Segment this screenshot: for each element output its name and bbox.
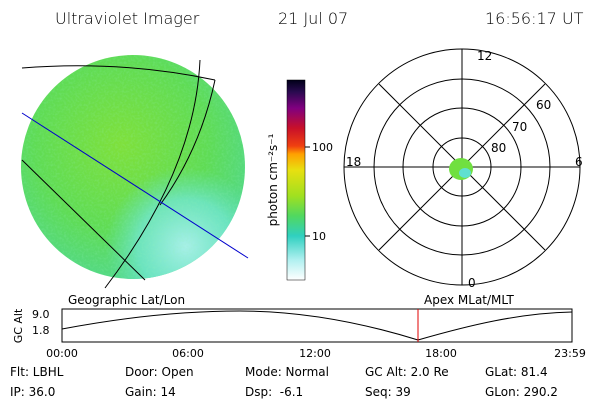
timeline-x-tick: 23:59 (554, 347, 586, 360)
date: 21 Jul 07 (278, 9, 348, 28)
mlt-label: 0 (468, 276, 476, 290)
status-panel: Flt: LBHL Door: Open Mode: Normal GC Alt: 2… (10, 365, 558, 399)
colorbar-label: photon cm⁻²s⁻¹ (266, 133, 280, 226)
status-field: Dsp: -6.1 (245, 385, 303, 399)
status-field: Flt: LBHL (10, 365, 64, 379)
status-field: IP: 36.0 (10, 385, 55, 399)
timeline-x-tick: 00:00 (46, 347, 78, 360)
timeline-y-tick: 1.8 (32, 324, 50, 337)
mlt-label: 12 (477, 49, 492, 63)
earth-image (21, 55, 249, 289)
mlt-label: 6 (575, 155, 583, 169)
left-label: Geographic Lat/Lon (68, 293, 185, 307)
status-field: Seq: 39 (365, 385, 411, 399)
timeline-y-tick: 9.0 (32, 308, 50, 321)
timeline-frame (61, 308, 573, 343)
altitude-curve (61, 310, 573, 341)
timeline-x-tick: 12:00 (299, 347, 331, 360)
timeline-x-tick: 18:00 (425, 347, 457, 360)
auroral-spot (459, 168, 471, 178)
colorbar-tick-label: 10 (312, 230, 326, 243)
mlt-label: 18 (346, 155, 361, 169)
colorbar (286, 79, 306, 281)
status-field: GLat: 81.4 (485, 365, 548, 379)
status-field: Door: Open (125, 365, 194, 379)
title: Ultraviolet Imager (55, 9, 200, 28)
lat-label: 80 (491, 141, 506, 155)
status-field: GC Alt: 2.0 Re (365, 365, 449, 379)
lat-label: 70 (512, 120, 527, 134)
lat-label: 60 (536, 98, 551, 112)
timeline-x-tick: 06:00 (172, 347, 204, 360)
status-field: GLon: 290.2 (485, 385, 558, 399)
colorbar-tick-label: 100 (312, 141, 333, 154)
timeline-y-label: GC Alt (12, 308, 25, 343)
status-field: Gain: 14 (125, 385, 176, 399)
status-field: Mode: Normal (245, 365, 329, 379)
time: 16:56:17 UT (485, 9, 584, 28)
polar-label: Apex MLat/MLT (424, 293, 514, 307)
